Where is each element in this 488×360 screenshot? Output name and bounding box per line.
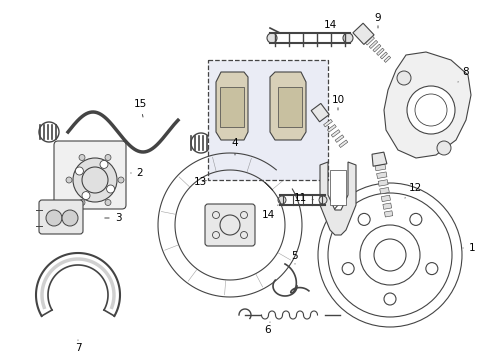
Circle shape <box>406 86 454 134</box>
Circle shape <box>105 154 111 161</box>
Circle shape <box>436 141 450 155</box>
Text: 3: 3 <box>104 213 121 223</box>
Polygon shape <box>384 211 392 217</box>
Polygon shape <box>269 72 305 140</box>
Polygon shape <box>381 195 389 202</box>
Circle shape <box>105 199 111 206</box>
Polygon shape <box>327 125 336 132</box>
Polygon shape <box>379 188 388 194</box>
Polygon shape <box>338 140 347 148</box>
Polygon shape <box>319 162 355 235</box>
FancyBboxPatch shape <box>39 200 83 234</box>
Circle shape <box>79 154 85 161</box>
Polygon shape <box>374 164 385 171</box>
Text: 5: 5 <box>291 251 298 264</box>
Text: 7: 7 <box>75 340 81 353</box>
Polygon shape <box>383 56 390 62</box>
Polygon shape <box>376 172 386 179</box>
FancyBboxPatch shape <box>204 204 254 246</box>
Text: 8: 8 <box>457 67 468 82</box>
Polygon shape <box>376 48 384 55</box>
Circle shape <box>46 210 62 226</box>
Circle shape <box>66 177 72 183</box>
Circle shape <box>266 33 276 43</box>
Circle shape <box>79 199 85 206</box>
Circle shape <box>75 167 83 175</box>
Bar <box>278 87 302 127</box>
Circle shape <box>82 192 90 199</box>
Polygon shape <box>368 40 377 49</box>
Polygon shape <box>382 203 391 209</box>
Polygon shape <box>372 44 380 52</box>
Text: 2: 2 <box>130 168 143 178</box>
Polygon shape <box>330 130 339 137</box>
Bar <box>220 87 244 127</box>
Circle shape <box>100 161 108 168</box>
Polygon shape <box>365 36 374 45</box>
Circle shape <box>318 196 326 204</box>
Text: 15: 15 <box>133 99 146 117</box>
Polygon shape <box>380 52 386 59</box>
Circle shape <box>342 33 352 43</box>
Circle shape <box>62 210 78 226</box>
Text: 14: 14 <box>323 20 341 33</box>
Circle shape <box>396 71 410 85</box>
Text: 13: 13 <box>193 177 206 187</box>
Text: 11: 11 <box>293 193 313 203</box>
Bar <box>207 60 327 180</box>
Text: 6: 6 <box>264 322 271 335</box>
Text: 14: 14 <box>261 205 278 220</box>
Circle shape <box>73 158 117 202</box>
Polygon shape <box>352 23 373 44</box>
Polygon shape <box>310 103 328 122</box>
Polygon shape <box>323 120 332 127</box>
Text: 4: 4 <box>231 138 238 155</box>
Text: 10: 10 <box>331 95 344 110</box>
Polygon shape <box>334 135 343 142</box>
Circle shape <box>278 196 285 204</box>
Polygon shape <box>329 170 346 205</box>
Circle shape <box>106 185 114 193</box>
Polygon shape <box>377 180 387 186</box>
Polygon shape <box>383 52 470 158</box>
FancyBboxPatch shape <box>54 141 126 209</box>
Circle shape <box>118 177 124 183</box>
Polygon shape <box>371 152 386 166</box>
Text: 1: 1 <box>462 243 474 253</box>
Polygon shape <box>216 72 247 140</box>
Text: 9: 9 <box>374 13 381 28</box>
Text: 12: 12 <box>404 183 421 198</box>
